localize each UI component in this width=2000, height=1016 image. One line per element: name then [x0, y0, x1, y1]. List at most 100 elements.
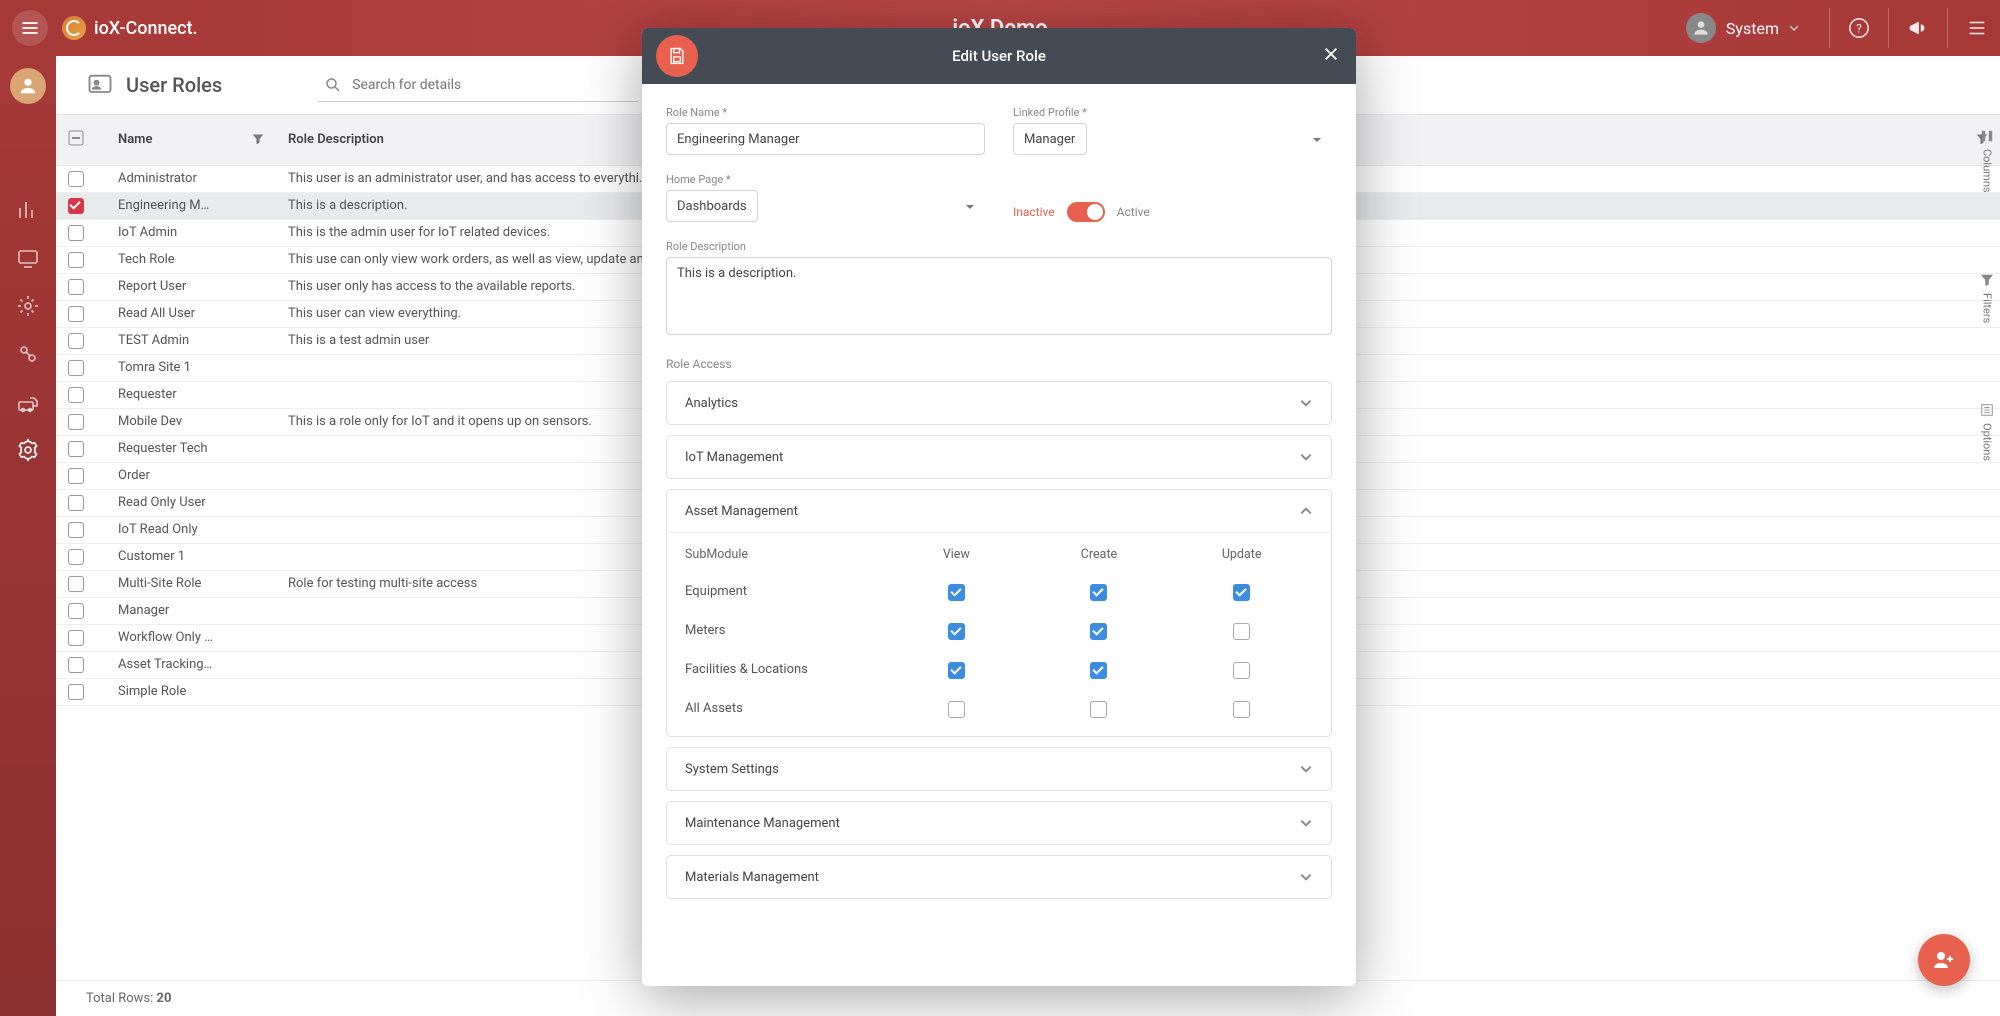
left-nav-rail: [0, 56, 56, 1016]
help-icon[interactable]: ?: [1848, 17, 1870, 39]
menu-button[interactable]: [12, 10, 48, 46]
row-checkbox[interactable]: [68, 495, 84, 511]
accordion-section: Maintenance Management: [666, 801, 1332, 845]
accordion-header[interactable]: Asset Management: [667, 490, 1331, 532]
header-checkbox-cell[interactable]: [56, 115, 106, 165]
row-checkbox[interactable]: [68, 360, 84, 376]
announce-icon[interactable]: [1907, 17, 1929, 39]
close-button[interactable]: [1322, 45, 1340, 67]
row-checkbox[interactable]: [68, 306, 84, 322]
save-button[interactable]: [656, 35, 698, 77]
nav-analytics-icon[interactable]: [6, 188, 50, 232]
nav-maintenance-icon[interactable]: [6, 380, 50, 424]
row-checkbox[interactable]: [68, 630, 84, 646]
accordion-title: Maintenance Management: [685, 816, 840, 831]
row-checkbox[interactable]: [68, 576, 84, 592]
role-name-label: Role Name *: [666, 106, 985, 119]
accordion-title: IoT Management: [685, 450, 783, 465]
brand-text: ioX-Connect.: [94, 18, 198, 39]
accordion-header[interactable]: Analytics: [667, 382, 1331, 424]
row-name: TEST Admin: [106, 327, 276, 354]
active-toggle[interactable]: [1067, 202, 1105, 222]
row-checkbox[interactable]: [68, 171, 84, 187]
accordion-body: SubModule View Create Update Equipment M…: [667, 532, 1331, 736]
header-name[interactable]: Name: [106, 115, 276, 165]
divider: [1888, 8, 1889, 48]
home-page-select[interactable]: Dashboards: [666, 190, 758, 222]
row-checkbox[interactable]: [68, 522, 84, 538]
perm-view-checkbox[interactable]: [948, 584, 965, 601]
row-checkbox[interactable]: [68, 684, 84, 700]
linked-profile-select[interactable]: Manager: [1013, 123, 1087, 155]
row-name: IoT Admin: [106, 219, 276, 246]
row-checkbox[interactable]: [68, 549, 84, 565]
svg-text:?: ?: [1856, 22, 1862, 36]
row-checkbox[interactable]: [68, 441, 84, 457]
profile-avatar[interactable]: [10, 68, 46, 104]
panel-icon[interactable]: [1966, 17, 1988, 39]
accordion-title: Materials Management: [685, 870, 819, 885]
perm-name: Meters: [685, 623, 885, 640]
user-menu[interactable]: System: [1674, 9, 1811, 47]
row-checkbox[interactable]: [68, 225, 84, 241]
filters-panel-toggle[interactable]: Filters: [1980, 273, 1994, 323]
perm-view-checkbox[interactable]: [948, 701, 965, 718]
nav-iot-icon[interactable]: [6, 236, 50, 280]
home-page-label: Home Page *: [666, 173, 985, 186]
description-textarea[interactable]: [666, 257, 1332, 335]
chevron-down-icon: [1789, 23, 1799, 33]
accordion-header[interactable]: Materials Management: [667, 856, 1331, 898]
modal-body: Role Name * Linked Profile * Manager Hom…: [642, 84, 1356, 986]
chevron-down-icon: [1299, 762, 1313, 776]
row-checkbox[interactable]: [68, 198, 84, 214]
search-input[interactable]: [318, 68, 638, 102]
perm-update-checkbox[interactable]: [1233, 584, 1250, 601]
divider: [1829, 8, 1830, 48]
add-role-fab[interactable]: [1918, 934, 1970, 986]
columns-panel-toggle[interactable]: Columns: [1980, 129, 1994, 193]
perm-name: Equipment: [685, 584, 885, 601]
user-role-icon: [86, 71, 114, 99]
row-checkbox[interactable]: [68, 387, 84, 403]
row-checkbox[interactable]: [68, 279, 84, 295]
nav-system-icon[interactable]: [6, 428, 50, 472]
row-checkbox[interactable]: [68, 603, 84, 619]
accordion-header[interactable]: Maintenance Management: [667, 802, 1331, 844]
row-checkbox[interactable]: [68, 414, 84, 430]
chevron-down-icon: [1299, 816, 1313, 830]
accordion-section: Asset Management SubModule View Create U…: [666, 489, 1332, 737]
row-checkbox[interactable]: [68, 333, 84, 349]
accordion-header[interactable]: IoT Management: [667, 436, 1331, 478]
accordion-title: Analytics: [685, 396, 738, 411]
role-name-input[interactable]: [666, 123, 985, 155]
row-name: Tech Role: [106, 246, 276, 273]
perm-update-checkbox[interactable]: [1233, 662, 1250, 679]
perm-create-checkbox[interactable]: [1090, 662, 1107, 679]
nav-settings-icon[interactable]: [6, 284, 50, 328]
perm-update-checkbox[interactable]: [1233, 701, 1250, 718]
footer-label: Total Rows:: [86, 991, 153, 1006]
row-name: Mobile Dev: [106, 408, 276, 435]
row-name: Read All User: [106, 300, 276, 327]
modal-title: Edit User Role: [952, 47, 1046, 65]
perm-update-checkbox[interactable]: [1233, 623, 1250, 640]
perm-view-checkbox[interactable]: [948, 662, 965, 679]
perm-create-checkbox[interactable]: [1090, 623, 1107, 640]
options-panel-toggle[interactable]: Options: [1980, 403, 1994, 461]
row-name: Requester Tech: [106, 435, 276, 462]
accordion-section: System Settings: [666, 747, 1332, 791]
row-checkbox[interactable]: [68, 468, 84, 484]
chevron-down-icon: [965, 202, 975, 212]
perm-create-checkbox[interactable]: [1090, 584, 1107, 601]
row-checkbox[interactable]: [68, 252, 84, 268]
nav-assets-icon[interactable]: [6, 332, 50, 376]
indeterminate-icon: [68, 130, 84, 146]
row-name: Report User: [106, 273, 276, 300]
row-name: Read Only User: [106, 489, 276, 516]
filter-icon[interactable]: [252, 133, 264, 145]
accordion-header[interactable]: System Settings: [667, 748, 1331, 790]
perm-view-checkbox[interactable]: [948, 623, 965, 640]
row-checkbox[interactable]: [68, 657, 84, 673]
linked-profile-label: Linked Profile *: [1013, 106, 1332, 119]
perm-create-checkbox[interactable]: [1090, 701, 1107, 718]
